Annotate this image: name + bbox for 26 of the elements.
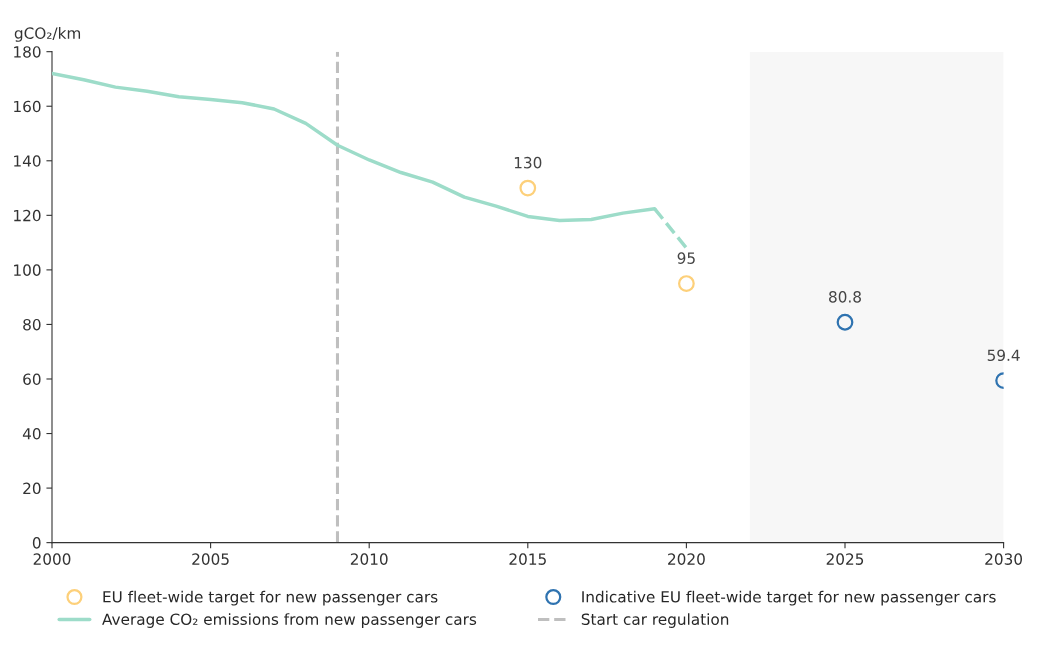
legend-label: Start car regulation xyxy=(581,613,729,628)
y-tick-label: 180 xyxy=(14,46,41,58)
y-tick-label: 80 xyxy=(23,318,41,331)
x-tick-label: 2010 xyxy=(350,553,388,565)
y-tick-label: 160 xyxy=(14,100,41,113)
x-tick-label: 2025 xyxy=(826,553,864,565)
x-tick-label: 2000 xyxy=(33,553,71,565)
y-tick-label: 20 xyxy=(23,482,41,495)
y-tick-label: 40 xyxy=(22,428,41,440)
data-label: 80.8 xyxy=(829,291,861,303)
y-tick-label: 120 xyxy=(14,209,41,222)
x-tick-label: 2020 xyxy=(668,553,705,565)
legend-label: Indicative EU fleet-wide target for new passenger cars xyxy=(582,590,996,606)
y-tick-label: 140 xyxy=(14,155,41,167)
x-tick-label: 2030 xyxy=(985,553,1023,565)
data-label: 130 xyxy=(514,156,542,169)
x-tick-label: 2015 xyxy=(509,553,546,565)
legend-label: Average CO₂ emissions from new passenger cars xyxy=(102,613,477,628)
data-label: 95 xyxy=(677,252,695,264)
y-tick-label: 100 xyxy=(14,264,41,276)
y-tick-label: 60 xyxy=(23,373,41,386)
legend-label: EU fleet-wide target for new passenger cars xyxy=(103,590,438,606)
y-tick-label: 0 xyxy=(32,537,41,549)
data-label: 59.4 xyxy=(987,349,1020,361)
x-tick-label: 2005 xyxy=(192,553,229,565)
y-axis-title: gCO₂/km xyxy=(14,27,81,42)
